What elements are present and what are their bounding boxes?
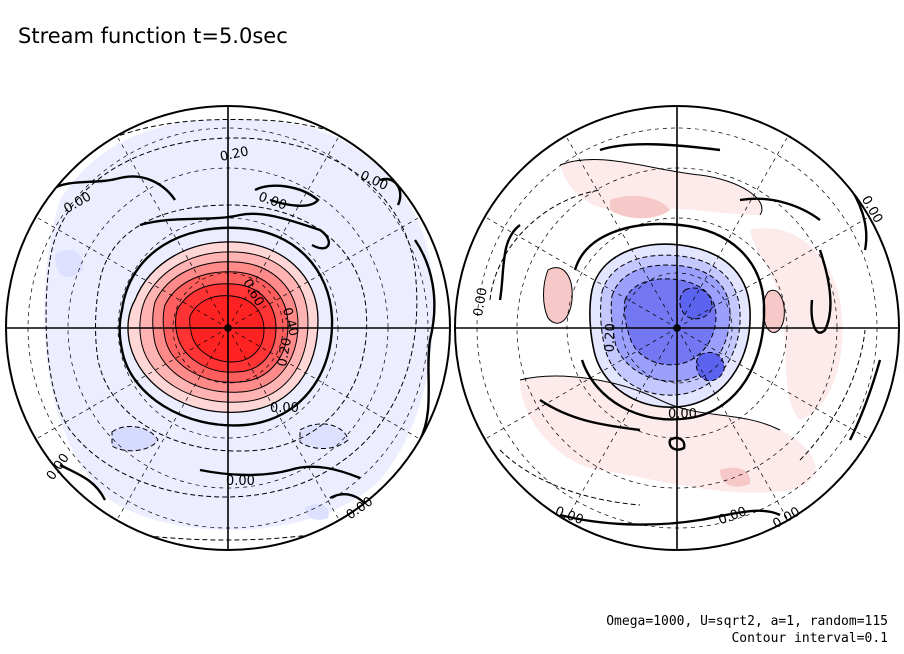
left-label-6: 0.40: [279, 306, 301, 338]
left-negative-blob-4: [305, 504, 329, 520]
right-zero-contour-10: [844, 179, 868, 251]
left-zero-contour-6: [414, 239, 436, 441]
left-dashed-contour-2: [45, 137, 418, 498]
right-zero-contour-4: [599, 143, 721, 152]
right-positive-shading-3: [750, 228, 843, 420]
left-zero-contour-2: [139, 212, 330, 250]
left-zero-contour-9: [254, 184, 320, 207]
left-dashed-contour-1: [95, 204, 368, 452]
left-dashed-contour-5: [299, 423, 349, 449]
right-negative-level-6: [695, 351, 725, 382]
left-zero-contour-3: [199, 465, 361, 480]
right-zero-contour-2: [498, 224, 521, 301]
right-label-4: 0.00: [668, 407, 697, 422]
right-label-6: 0.00: [716, 504, 748, 528]
right-hemisphere: 0.00 0.00 0.20 0.00 0.00 0.00 0.00: [454, 105, 900, 551]
left-negative-blob-1: [112, 426, 158, 451]
left-axes: [6, 106, 450, 550]
right-label-7: 0.00: [770, 504, 803, 531]
parameter-annotation: Omega=1000, U=sqrt2, a=1, random=115: [606, 614, 888, 629]
right-dashed-contour-2: [499, 449, 641, 506]
left-label-9: 0.00: [226, 474, 255, 489]
chart-title: Stream function t=5.0sec: [18, 24, 288, 48]
left-zero-contour-7: [59, 463, 107, 501]
right-positive-contour-4: [559, 159, 763, 216]
left-zero-contour-1: [118, 226, 334, 427]
right-dashed-contour-1: [489, 189, 601, 301]
right-boundary: [454, 105, 900, 551]
right-dashed-contour-3: [799, 329, 866, 461]
left-hemisphere: 0.20 0.00 0.00 0.00 0.60 0.40 0.20 0.00 …: [5, 105, 451, 551]
right-negative-level-5: [679, 287, 713, 320]
left-label-10: 0.00: [44, 451, 73, 483]
left-pole-marker: [224, 324, 232, 332]
left-label-1: 0.20: [219, 144, 250, 165]
right-zero-contour-9: [559, 509, 781, 526]
left-negative-blob-2: [300, 423, 348, 449]
contour-interval-note: Contour interval=0.1: [731, 631, 888, 646]
right-positive-shading-2: [520, 376, 816, 493]
right-zero-contour-1: [573, 222, 766, 421]
right-positive-contour-3: [519, 375, 781, 431]
right-zero-contour-3: [810, 249, 832, 334]
left-boundary: [5, 105, 451, 551]
right-zero-contour-6: [539, 399, 641, 432]
right-positive-blob-2: [763, 290, 785, 333]
right-axes: [455, 106, 899, 550]
right-zero-contour-7: [848, 359, 882, 441]
right-positive-blob-3: [610, 195, 670, 219]
right-label-3: 0.20: [603, 323, 619, 352]
left-label-8: 0.00: [270, 401, 299, 416]
left-label-7: 0.20: [275, 337, 295, 368]
right-positive-contour-1: [543, 267, 573, 324]
left-dashed-contour-4: [111, 425, 159, 452]
right-zero-contour-5: [739, 197, 821, 221]
right-label-2: 0.00: [471, 286, 491, 317]
left-negative-blob-3: [55, 250, 83, 278]
left-zero-contour-4: [49, 175, 176, 201]
right-positive-contour-2: [762, 289, 785, 333]
right-label-5: 0.00: [553, 504, 585, 528]
right-positive-blob-4: [720, 467, 751, 487]
right-pole-marker: [673, 324, 681, 332]
right-positive-blob-1: [543, 267, 573, 324]
